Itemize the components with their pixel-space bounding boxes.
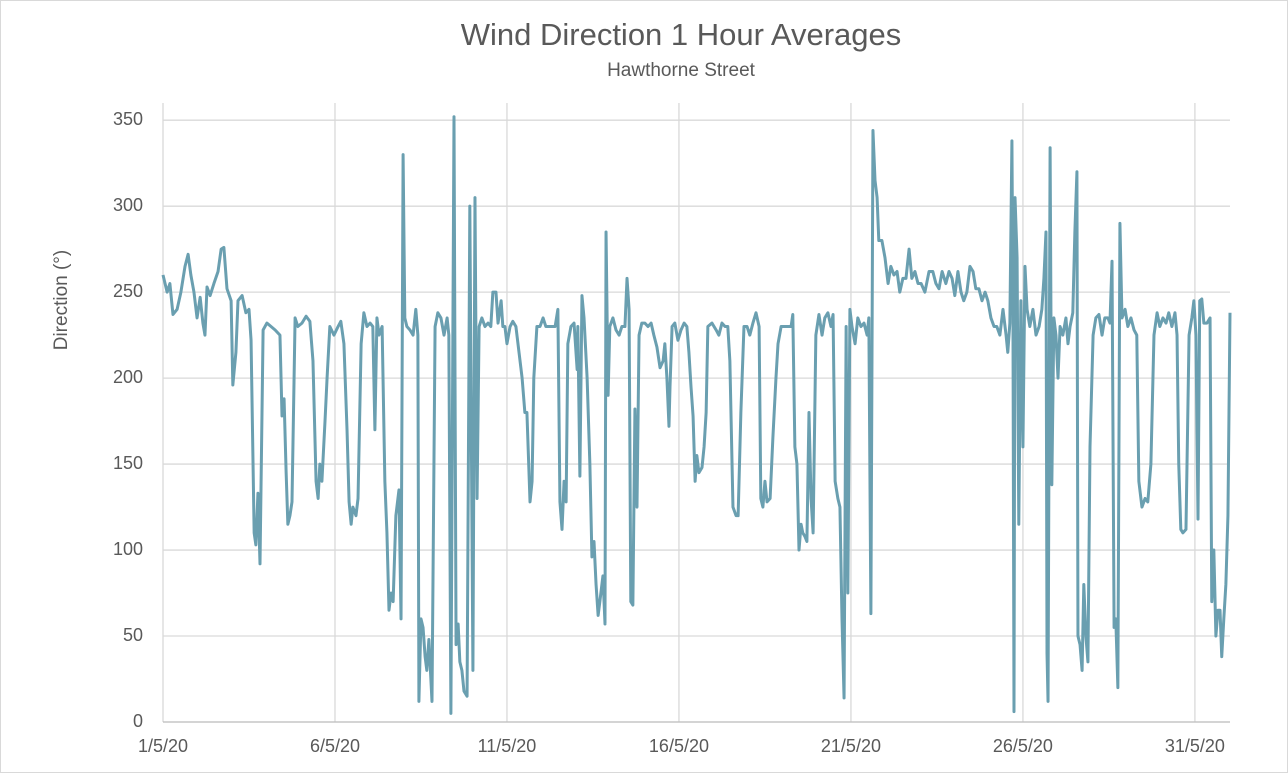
- y-tick-label: 50: [123, 625, 143, 645]
- chart-subtitle: Hawthorne Street: [607, 60, 756, 81]
- x-tick-label: 26/5/20: [993, 736, 1053, 756]
- y-tick-label: 350: [113, 109, 143, 129]
- y-tick-label: 0: [133, 711, 143, 731]
- x-tick-label: 6/5/20: [310, 736, 360, 756]
- chart-title: Wind Direction 1 Hour Averages: [461, 17, 902, 52]
- y-tick-label: 250: [113, 281, 143, 301]
- data-line: [161, 115, 1232, 715]
- x-tick-label: 11/5/20: [478, 736, 537, 756]
- x-tick-label: 16/5/20: [649, 736, 709, 756]
- x-tick-label: 31/5/20: [1165, 736, 1225, 756]
- x-tick-label: 21/5/20: [821, 736, 881, 756]
- y-tick-label: 150: [113, 453, 143, 473]
- y-tick-label: 100: [113, 539, 143, 559]
- x-tick-label: 1/5/20: [138, 736, 188, 756]
- y-tick-label: 200: [113, 367, 143, 387]
- y-tick-label: 300: [113, 195, 143, 215]
- y-axis-label: Direction (°): [51, 250, 72, 351]
